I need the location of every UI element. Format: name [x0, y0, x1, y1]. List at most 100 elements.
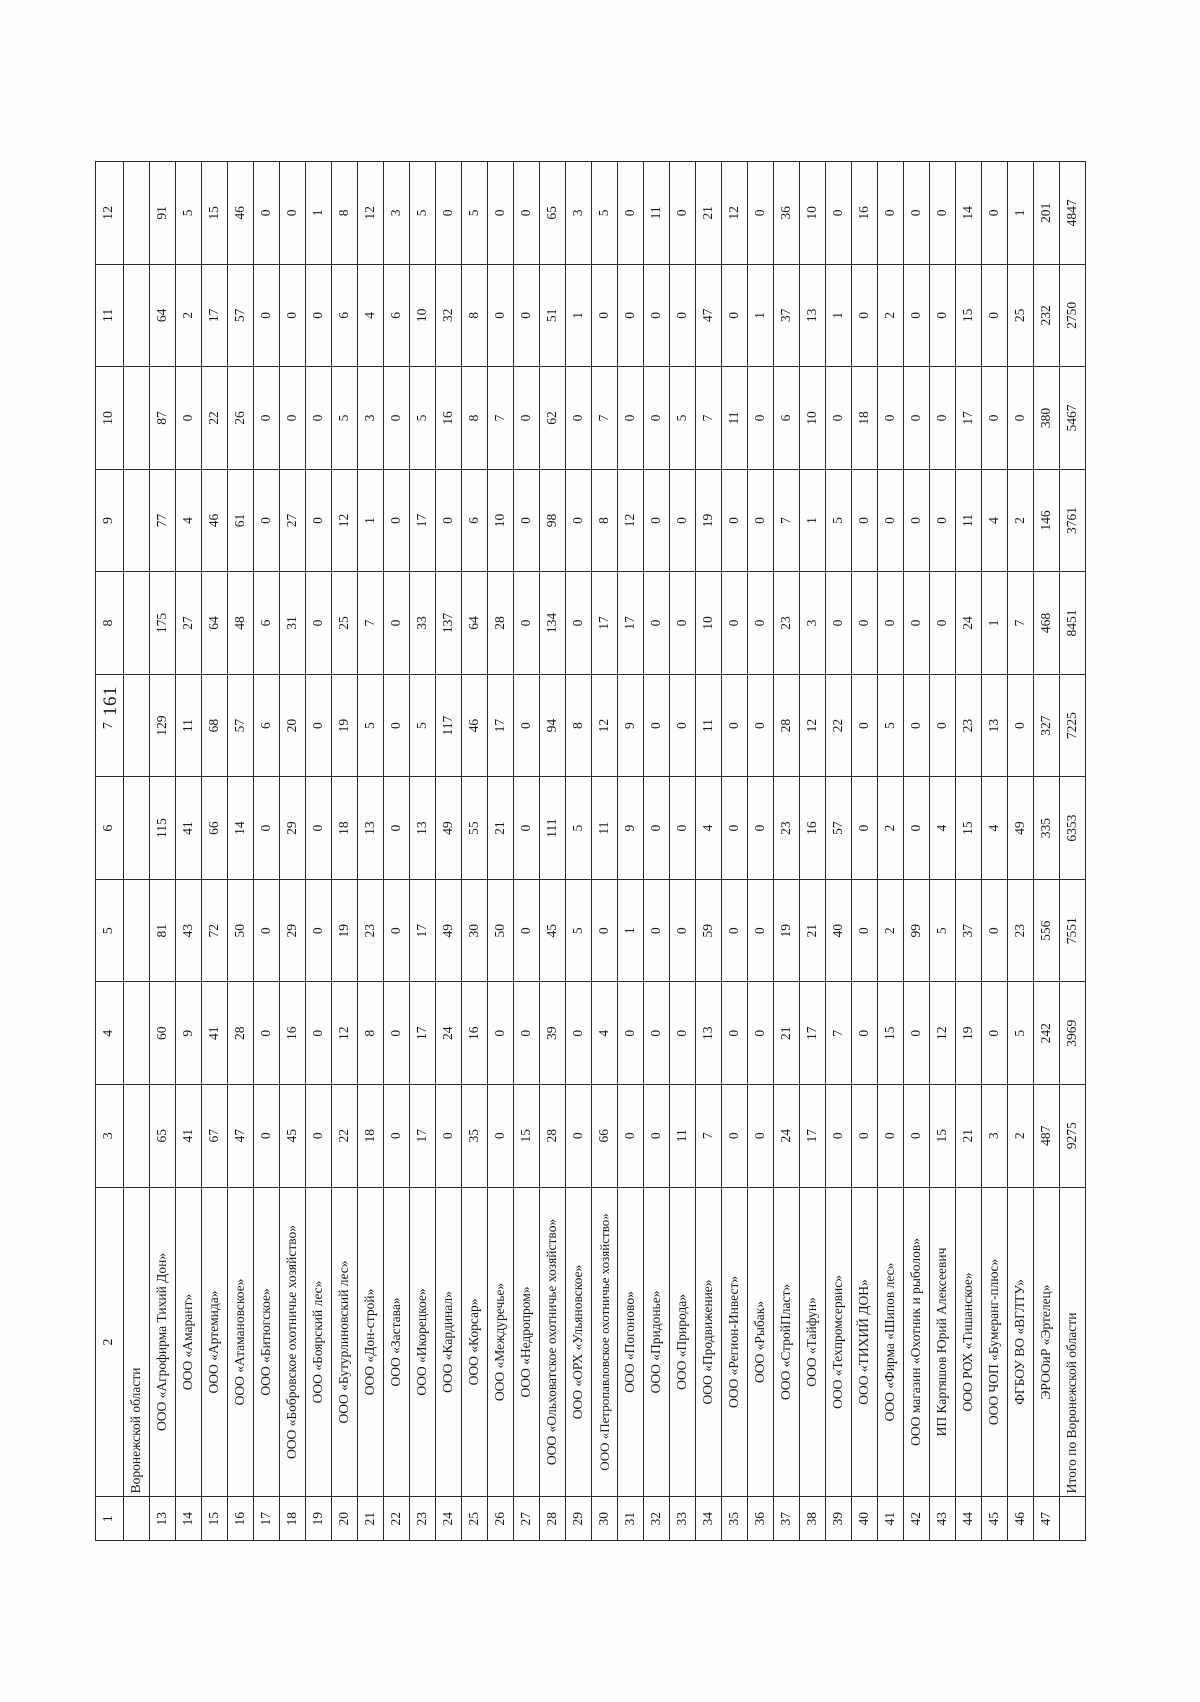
- table-row: 34 ООО «Продвижение» 7 13 59 4 11 10 19 7 47 21: [695, 161, 722, 1541]
- cell-col-9: 0: [565, 469, 592, 572]
- cell-col-9: 0: [305, 469, 332, 572]
- cell-col-12: 5: [591, 161, 618, 265]
- cell-col-7: 0: [903, 674, 930, 777]
- row-number: 41: [877, 1496, 904, 1541]
- cell-col-12: 0: [747, 161, 774, 265]
- cell-col-11: 6: [331, 264, 358, 367]
- cell-col-7: 20: [279, 674, 306, 777]
- cell-col-6: 18: [331, 776, 358, 880]
- cell-col-3: 65: [149, 1084, 176, 1188]
- cell-col-3: 0: [851, 1084, 878, 1188]
- cell-col-9: 98: [539, 469, 566, 572]
- cell-col-8: 175: [149, 571, 176, 675]
- cell-col-10: 0: [175, 366, 202, 470]
- cell-col-10: 0: [513, 366, 540, 470]
- col-num-11: 11: [95, 264, 124, 367]
- cell-col-6: 4: [929, 776, 956, 880]
- cell-col-3: 45: [279, 1084, 306, 1188]
- row-organization-name: ООО «Недропром»: [513, 1187, 540, 1497]
- cell-col-11: 0: [279, 264, 306, 367]
- cell-col-8: 137: [435, 571, 462, 675]
- total-cell-col-12: 4847: [1059, 161, 1086, 265]
- cell-col-10: 5: [331, 366, 358, 470]
- table-row: 38 ООО «Тайфун» 17 17 21 16 12 3 1 10 13 10: [799, 161, 826, 1541]
- cell-col-9: 0: [851, 469, 878, 572]
- cell-col-3: 0: [877, 1084, 904, 1188]
- total-cell-col-7: 7225: [1059, 674, 1086, 777]
- cell-col-9: 0: [643, 469, 670, 572]
- section-c5: [123, 879, 150, 982]
- cell-col-4: 242: [1033, 981, 1060, 1085]
- cell-col-9: 10: [487, 469, 514, 572]
- cell-col-12: 0: [877, 161, 904, 265]
- table-row: 29 ООО «ОРХ «Ульяновское» 0 0 5 5 8 0 0 0 1 3: [565, 161, 592, 1541]
- cell-col-10: 0: [253, 366, 280, 470]
- cell-col-6: 5: [565, 776, 592, 880]
- cell-col-11: 57: [227, 264, 254, 367]
- cell-col-9: 27: [279, 469, 306, 572]
- cell-col-5: 21: [799, 879, 826, 982]
- cell-col-9: 0: [747, 469, 774, 572]
- cell-col-9: 4: [175, 469, 202, 572]
- cell-col-3: 0: [487, 1084, 514, 1188]
- table-row: 17 ООО «Битюгское» 0 0 0 0 6 6 0 0 0 0: [253, 161, 280, 1541]
- cell-col-6: 115: [149, 776, 176, 880]
- cell-col-4: 0: [253, 981, 280, 1085]
- cell-col-3: 22: [331, 1084, 358, 1188]
- cell-col-5: 37: [955, 879, 982, 982]
- section-c10: [123, 366, 150, 470]
- cell-col-8: 0: [903, 571, 930, 675]
- cell-col-10: 87: [149, 366, 176, 470]
- cell-col-5: 81: [149, 879, 176, 982]
- cell-col-8: 7: [1007, 571, 1034, 675]
- table-row: 24 ООО «Кардинал» 0 24 49 49 117 137 0 16 32 0: [435, 161, 462, 1541]
- table-row: 43 ИП Картяшов Юрий Алексеевич 15 12 5 4 0 0 0 0 0…: [929, 161, 956, 1541]
- cell-col-12: 0: [617, 161, 644, 265]
- cell-col-4: 4: [591, 981, 618, 1085]
- row-number: 34: [695, 1496, 722, 1541]
- table-row: 41 ООО «Фирма «Шипов лес» 0 15 2 2 5 0 0 0 2 0: [877, 161, 904, 1541]
- cell-col-4: 21: [773, 981, 800, 1085]
- total-cell-col-11: 2750: [1059, 264, 1086, 367]
- cell-col-9: 2: [1007, 469, 1034, 572]
- cell-col-3: 3: [981, 1084, 1008, 1188]
- section-c3: [123, 1084, 150, 1188]
- cell-col-4: 0: [747, 981, 774, 1085]
- row-number: 38: [799, 1496, 826, 1541]
- cell-col-11: 0: [929, 264, 956, 367]
- cell-col-4: 17: [409, 981, 436, 1085]
- section-c8: [123, 571, 150, 675]
- section-c11: [123, 264, 150, 367]
- table-row: 15 ООО «Артемида» 67 41 72 66 68 64 46 22 17 15: [201, 161, 228, 1541]
- table-row: 44 ООО РОХ «Тишанское» 21 19 37 15 23 24 11 17 15 1…: [955, 161, 982, 1541]
- cell-col-7: 0: [1007, 674, 1034, 777]
- row-number: 25: [461, 1496, 488, 1541]
- cell-col-4: 39: [539, 981, 566, 1085]
- row-organization-name: ООО «Междуречье»: [487, 1187, 514, 1497]
- row-organization-name: ФГБОУ ВО «ВГЛТУ»: [1007, 1187, 1034, 1497]
- cell-col-11: 10: [409, 264, 436, 367]
- total-cell-col-5: 7551: [1059, 879, 1086, 982]
- cell-col-11: 1: [565, 264, 592, 367]
- cell-col-8: 0: [851, 571, 878, 675]
- cell-col-3: 15: [513, 1084, 540, 1188]
- cell-col-6: 55: [461, 776, 488, 880]
- cell-col-10: 0: [617, 366, 644, 470]
- cell-col-4: 28: [227, 981, 254, 1085]
- cell-col-9: 0: [435, 469, 462, 572]
- row-number: 47: [1033, 1496, 1060, 1541]
- cell-col-9: 0: [253, 469, 280, 572]
- row-organization-name: ООО «Боярский лес»: [305, 1187, 332, 1497]
- row-number: 33: [669, 1496, 696, 1541]
- cell-col-11: 1: [747, 264, 774, 367]
- section-c12: [123, 161, 150, 265]
- cell-col-11: 37: [773, 264, 800, 367]
- row-organization-name: ООО «Придонье»: [643, 1187, 670, 1497]
- cell-col-11: 64: [149, 264, 176, 367]
- cell-col-10: 0: [643, 366, 670, 470]
- cell-col-12: 0: [487, 161, 514, 265]
- cell-col-6: 13: [409, 776, 436, 880]
- cell-col-5: 23: [1007, 879, 1034, 982]
- table-row: 46 ФГБОУ ВО «ВГЛТУ» 2 5 23 49 0 7 2 0 25 1: [1007, 161, 1034, 1541]
- cell-col-12: 91: [149, 161, 176, 265]
